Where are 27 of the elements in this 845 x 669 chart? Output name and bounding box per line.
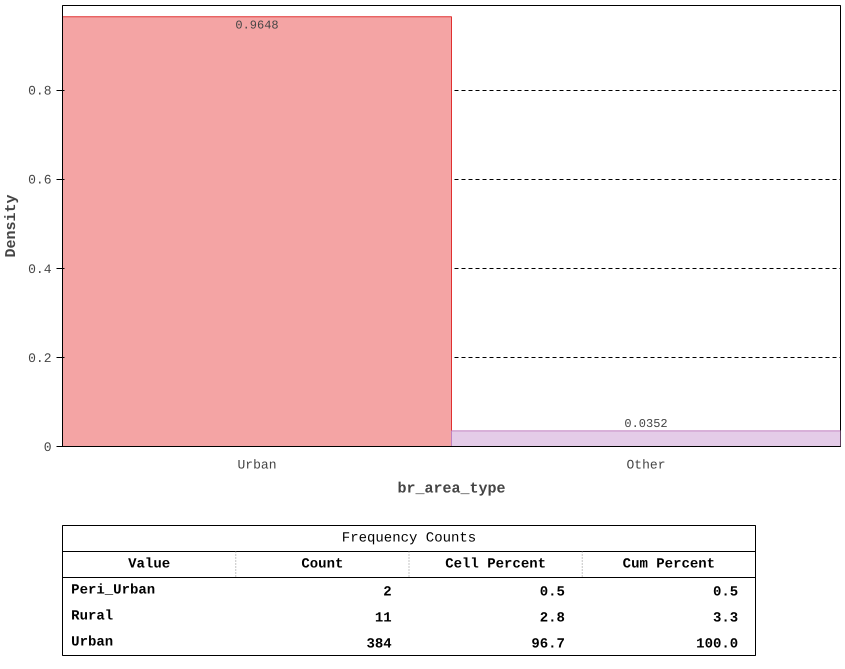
text: 3.3 (712, 610, 738, 626)
text: 384 (366, 636, 392, 652)
text: 2.8 (540, 610, 565, 626)
text: Peri_Urban (71, 582, 156, 598)
y-tick-label: 0.8 (28, 84, 52, 99)
text: 11 (374, 610, 392, 626)
text: Rural (71, 608, 114, 624)
text: 0.5 (712, 584, 738, 600)
y-tick-label: 0 (44, 440, 52, 455)
text: Cell Percent (445, 556, 546, 572)
text: Count (301, 556, 344, 572)
y-tick-label: 0.4 (28, 262, 52, 277)
text: Value (128, 556, 170, 572)
y-tick-label: 0.6 (28, 172, 52, 188)
text: 96.7 (531, 636, 565, 652)
data-label: 0.0352 (624, 416, 668, 431)
x-tick-label: Other (626, 458, 666, 472)
text: Frequency Counts (342, 530, 476, 546)
text: 0.5 (540, 584, 565, 600)
x-axis-title: br_area_type (397, 480, 506, 498)
text: Cum Percent (622, 556, 716, 572)
text: Urban (71, 634, 114, 650)
data-label: 0.9648 (235, 18, 279, 33)
text: 2 (383, 584, 392, 600)
y-tick-label: 0.2 (28, 350, 52, 366)
text: 100.0 (696, 636, 738, 652)
y-axis-title: Density (3, 194, 20, 258)
